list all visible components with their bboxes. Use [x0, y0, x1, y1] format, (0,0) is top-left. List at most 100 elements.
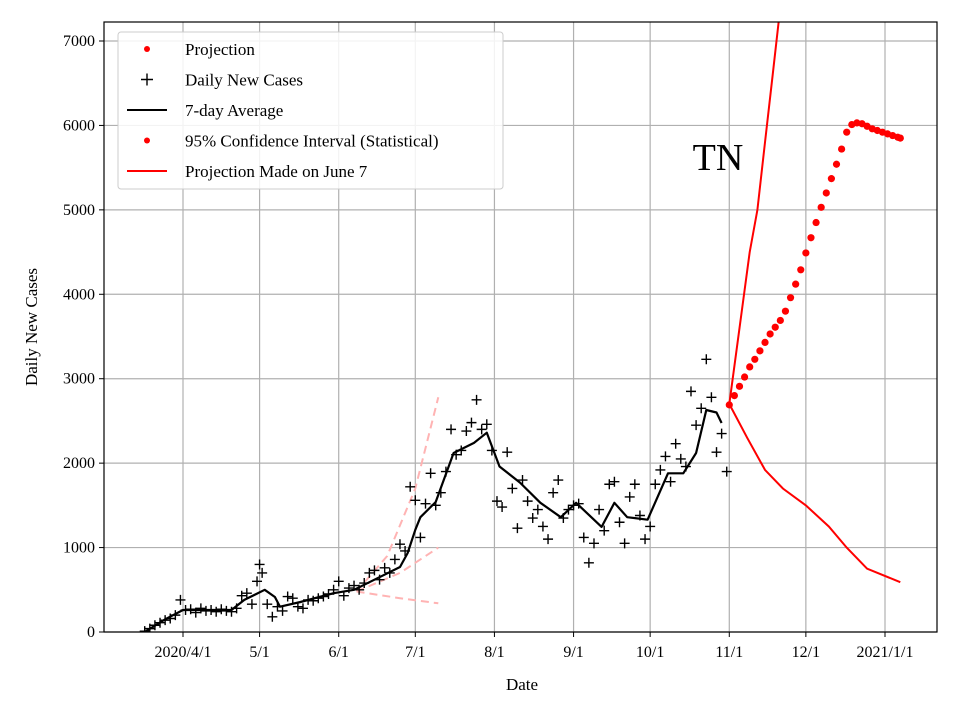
- ci-lower-line: [728, 403, 901, 584]
- projection-point: [812, 218, 820, 227]
- x-tick-label: 12/1: [792, 644, 820, 661]
- state-annotation: TN: [693, 137, 744, 179]
- daily-case-point: [696, 403, 707, 414]
- legend-box: [117, 31, 504, 190]
- daily-case-point: [308, 595, 319, 606]
- daily-case-point: [665, 476, 676, 487]
- y-tick-label: 2000: [63, 455, 95, 472]
- y-tick-label: 6000: [63, 117, 95, 134]
- y-axis-label: Daily New Cases: [22, 268, 41, 386]
- daily-case-point: [706, 392, 717, 403]
- daily-case-point: [394, 539, 405, 550]
- x-tick-label: 8/1: [484, 644, 504, 661]
- daily-case-point: [481, 419, 492, 430]
- projection-point: [822, 189, 830, 197]
- daily-case-point: [277, 605, 288, 616]
- projection-point: [786, 294, 795, 302]
- daily-case-point: [364, 567, 375, 578]
- daily-case-point: [691, 420, 702, 431]
- daily-case-point: [287, 593, 298, 604]
- daily-case-point: [405, 481, 416, 492]
- daily-case-point: [369, 565, 380, 576]
- y-tick-label: 0: [87, 624, 95, 641]
- projection-point: [843, 128, 851, 136]
- projection-point: [756, 347, 764, 355]
- daily-case-point: [415, 532, 426, 543]
- x-tick-label: 7/1: [405, 644, 425, 661]
- daily-case-point: [257, 567, 268, 578]
- projection-point: [741, 373, 749, 381]
- daily-case-point: [599, 525, 610, 536]
- legend-dot-icon: [144, 137, 150, 144]
- daily-case-point: [282, 591, 293, 602]
- legend-label: 95% Confidence Interval (Statistical): [185, 132, 439, 151]
- daily-case-point: [645, 521, 656, 532]
- legend-label: Projection: [185, 40, 255, 59]
- daily-case-point: [226, 606, 237, 617]
- daily-case-point: [619, 538, 630, 549]
- y-tick-label: 1000: [63, 540, 95, 557]
- x-tick-label: 9/1: [563, 644, 583, 661]
- projection-point: [725, 401, 733, 409]
- projection-point: [771, 323, 779, 331]
- seven-day-average-line: [144, 408, 723, 632]
- daily-case-point: [497, 502, 508, 513]
- daily-case-point: [685, 386, 696, 397]
- y-tick-label: 3000: [63, 371, 95, 388]
- x-tick-label: 2020/4/1: [155, 644, 212, 661]
- projection-point: [776, 316, 784, 325]
- daily-case-point: [655, 464, 666, 475]
- projection-point: [838, 145, 846, 153]
- daily-case-point: [507, 483, 518, 494]
- daily-case-point: [461, 426, 472, 437]
- daily-case-point: [660, 451, 671, 462]
- daily-case-point: [236, 590, 247, 601]
- legend-label: 7-day Average: [185, 101, 283, 120]
- daily-case-point: [420, 498, 431, 509]
- daily-case-point: [711, 447, 722, 458]
- projection-point: [781, 307, 790, 315]
- daily-case-point: [624, 491, 635, 502]
- projection-point: [896, 134, 904, 142]
- daily-case-point: [446, 424, 457, 435]
- x-tick-label: 11/1: [715, 644, 743, 661]
- daily-case-point: [629, 479, 640, 490]
- daily-case-point: [246, 599, 257, 610]
- daily-case-point: [195, 603, 206, 614]
- projection-point: [827, 175, 835, 183]
- daily-case-point: [716, 428, 727, 439]
- x-tick-label: 6/1: [328, 644, 348, 661]
- ci-upper-line: [728, 22, 780, 405]
- daily-case-point: [262, 599, 273, 610]
- daily-case-point: [543, 534, 554, 545]
- x-axis-label: Date: [506, 675, 538, 694]
- legend-label: Projection Made on June 7: [185, 162, 368, 181]
- axes-frame: [103, 21, 938, 633]
- projection-point: [761, 338, 769, 347]
- daily-case-point: [640, 534, 651, 545]
- projection-point: [802, 249, 810, 257]
- projection-point: [817, 203, 825, 211]
- daily-case-point: [609, 476, 620, 487]
- daily-case-point: [466, 417, 477, 428]
- daily-case-point: [548, 487, 559, 498]
- daily-case-point: [583, 557, 594, 568]
- y-tick-label: 5000: [63, 202, 95, 219]
- legend: Projection Daily New Cases 7-day Average 95…: [117, 31, 504, 190]
- daily-case-point: [721, 466, 732, 477]
- daily-case-point: [512, 523, 523, 534]
- legend-plus-icon: [141, 73, 153, 86]
- daily-case-point: [476, 424, 487, 435]
- plot-area: [139, 22, 904, 632]
- y-tick-label: 4000: [63, 286, 95, 303]
- projection-point: [735, 382, 744, 390]
- daily-case-point: [614, 517, 625, 528]
- daily-case-point: [675, 453, 686, 464]
- daily-case-point: [517, 475, 528, 486]
- daily-case-point: [578, 532, 589, 543]
- projection-point: [766, 330, 774, 338]
- daily-case-point: [211, 606, 222, 617]
- x-tick-label: 2021/1/1: [857, 644, 914, 661]
- june7-projection-upper-line: [355, 397, 440, 593]
